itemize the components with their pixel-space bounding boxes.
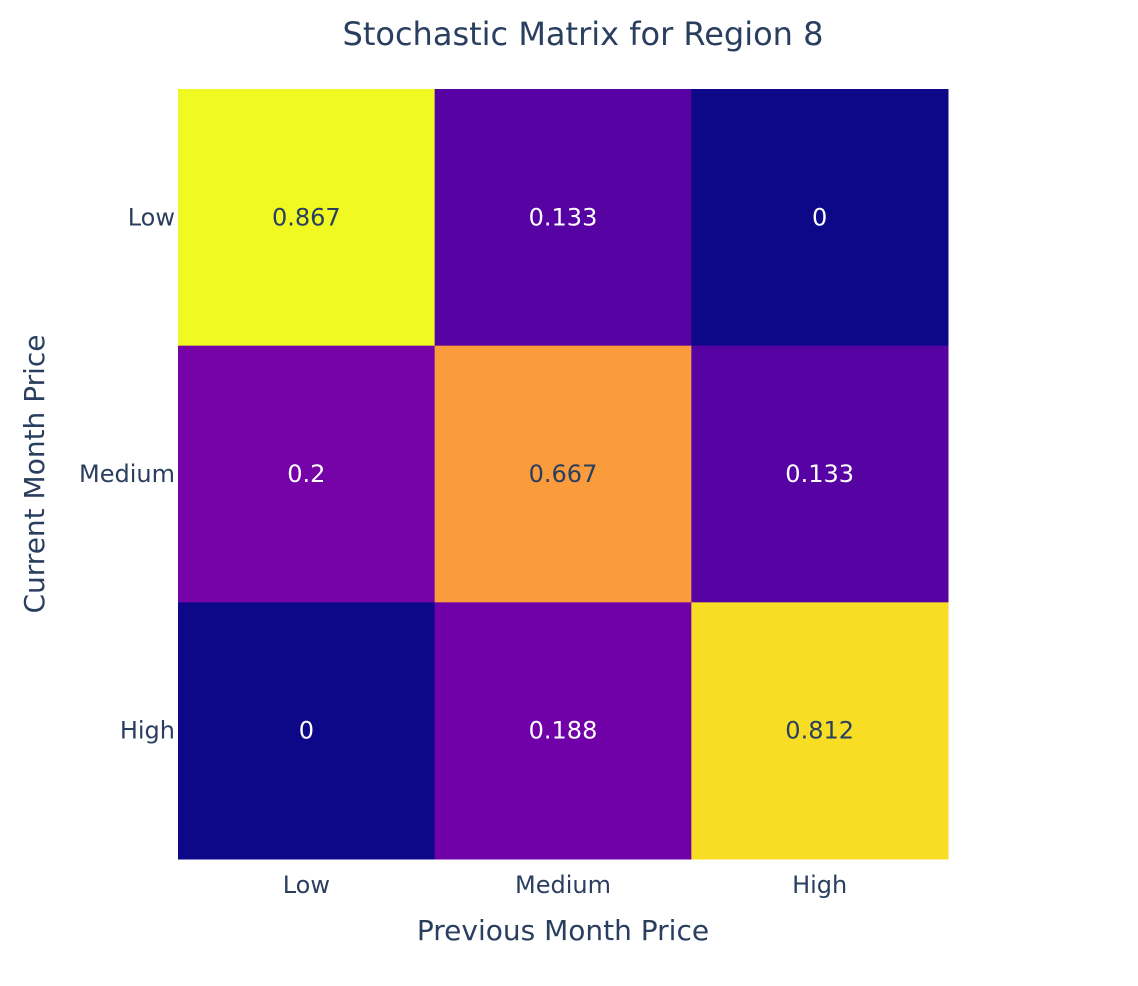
heatmap-cell xyxy=(434,602,692,860)
x-axis-ticks: Low Medium High xyxy=(283,871,848,899)
y-tick-label: Medium xyxy=(79,460,175,488)
heatmap-cell xyxy=(691,345,949,603)
heatmap-cell-label: 0.133 xyxy=(785,460,854,488)
heatmap-cell-label: 0.2 xyxy=(287,460,325,488)
heatmap-cell xyxy=(434,89,692,347)
x-axis-title: Previous Month Price xyxy=(417,914,709,947)
heatmap-cell-label: 0.133 xyxy=(529,203,598,231)
y-axis-ticks: Low Medium High xyxy=(79,203,175,744)
heatmap-cell-label: 0.812 xyxy=(785,717,854,745)
heatmap-cell-label: 0.188 xyxy=(529,717,598,745)
y-axis-title: Current Month Price xyxy=(18,334,51,613)
x-tick-label: Low xyxy=(283,871,330,899)
heatmap-cell-label: 0.667 xyxy=(529,460,598,488)
heatmap-cell xyxy=(178,602,436,860)
y-tick-label: High xyxy=(120,717,175,745)
y-tick-label: Low xyxy=(128,203,175,231)
x-tick-label: Medium xyxy=(515,871,611,899)
heatmap-cells xyxy=(178,89,949,860)
heatmap-cell xyxy=(691,602,949,860)
heatmap-cell-labels: 0.867 0.133 0 0.2 0.667 0.133 0 0.188 0.812 xyxy=(272,203,854,744)
heatmap-cell-label: 0.867 xyxy=(272,203,341,231)
heatmap-cell xyxy=(691,89,949,347)
heatmap-cell-label: 0 xyxy=(299,717,314,745)
heatmap-cell xyxy=(434,345,692,603)
chart-title: Stochastic Matrix for Region 8 xyxy=(343,15,824,53)
heatmap-cell xyxy=(178,345,436,603)
x-tick-label: High xyxy=(792,871,847,899)
heatmap-cell-label: 0 xyxy=(812,203,827,231)
heatmap-cell xyxy=(178,89,436,347)
